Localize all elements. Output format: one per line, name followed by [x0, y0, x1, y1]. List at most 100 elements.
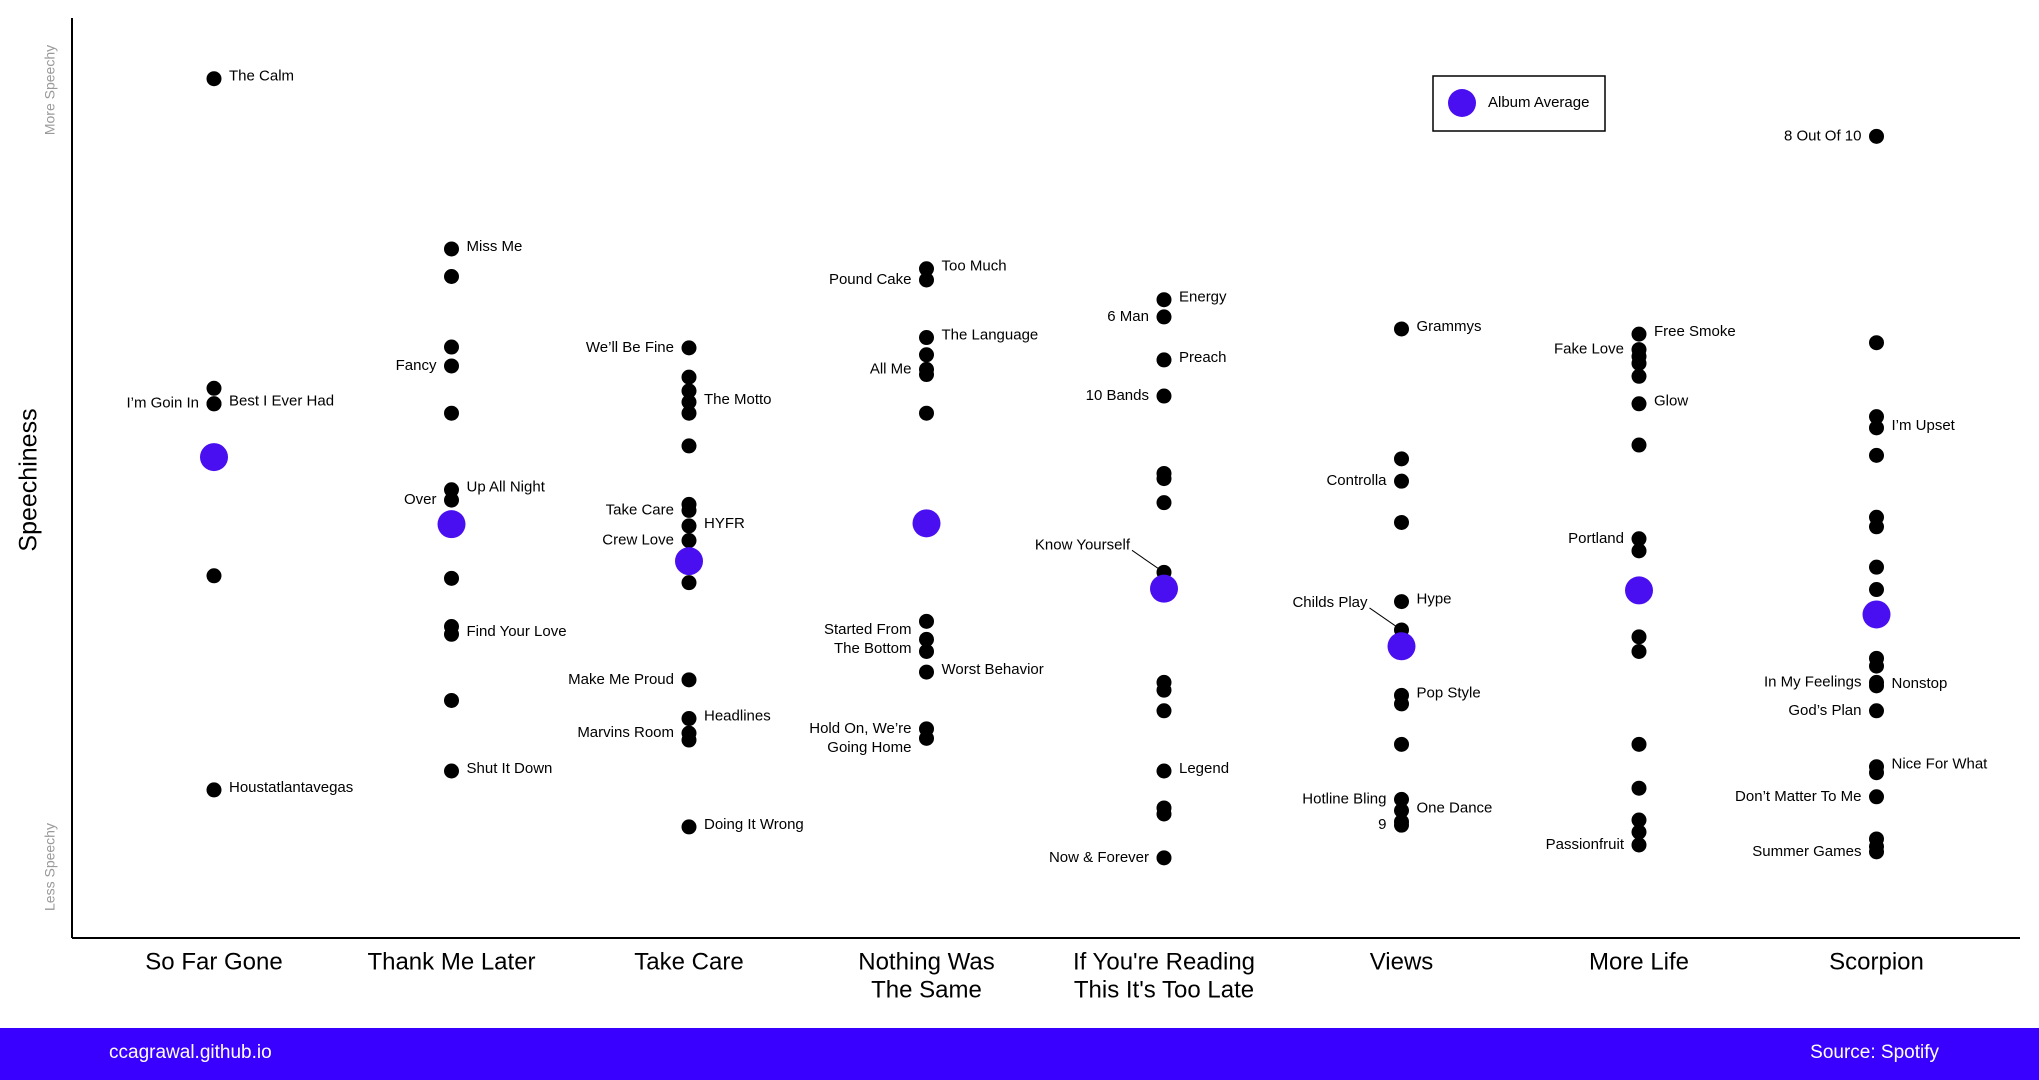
track-point[interactable] [1394, 451, 1409, 467]
track-point[interactable] [681, 672, 697, 688]
track-point[interactable] [919, 272, 934, 288]
track-point[interactable] [1869, 559, 1884, 575]
track-point[interactable] [1869, 335, 1884, 351]
track-point[interactable] [1156, 806, 1172, 822]
track-point[interactable] [681, 575, 697, 591]
track-point[interactable] [1156, 471, 1172, 487]
album-average-point[interactable] [1387, 632, 1416, 661]
track-point[interactable] [444, 241, 459, 257]
album-average-point[interactable] [1625, 576, 1653, 605]
track-point[interactable] [1869, 703, 1884, 719]
track-point[interactable] [1869, 678, 1884, 694]
track-point[interactable] [1394, 514, 1409, 530]
track-point[interactable] [444, 626, 459, 642]
track-point[interactable] [1631, 437, 1647, 453]
track-point[interactable] [1631, 812, 1647, 828]
track-point[interactable] [1869, 409, 1884, 425]
track-point[interactable] [1631, 326, 1647, 342]
track-point[interactable] [1156, 292, 1172, 308]
track-point[interactable] [1631, 824, 1647, 840]
track-point[interactable] [1631, 837, 1647, 853]
track-point[interactable] [1631, 396, 1647, 412]
album-average-point[interactable] [1862, 600, 1891, 629]
album-average-point[interactable] [200, 443, 228, 472]
track-point[interactable] [681, 340, 697, 356]
track-point[interactable] [681, 711, 697, 727]
track-point[interactable] [919, 367, 934, 383]
track-point[interactable] [444, 482, 459, 498]
track-label: Crew Love [602, 531, 674, 548]
track-point[interactable] [1869, 789, 1884, 805]
track-point[interactable] [1869, 420, 1884, 436]
track-point[interactable] [1631, 355, 1647, 371]
track-point[interactable] [1631, 368, 1647, 384]
track-point[interactable] [1394, 736, 1409, 752]
track-point[interactable] [1156, 682, 1172, 698]
track-point[interactable] [681, 405, 697, 421]
track-point[interactable] [919, 347, 934, 363]
track-point[interactable] [444, 570, 459, 586]
track-point[interactable] [1394, 473, 1409, 489]
track-point[interactable] [1156, 850, 1172, 866]
track-point[interactable] [206, 396, 222, 412]
track-point[interactable] [1156, 388, 1172, 404]
album-average-point[interactable] [675, 547, 703, 576]
track-point[interactable] [444, 269, 459, 284]
track-point[interactable] [919, 261, 934, 277]
track-point[interactable] [1631, 780, 1647, 796]
track-point[interactable] [1156, 495, 1172, 511]
track-point[interactable] [681, 502, 697, 518]
track-point[interactable] [1631, 531, 1647, 547]
track-point[interactable] [206, 71, 222, 87]
album-average-point[interactable] [912, 509, 941, 538]
track-point[interactable] [1869, 519, 1884, 535]
track-point[interactable] [444, 763, 459, 779]
track-point[interactable] [919, 664, 934, 680]
track-point[interactable] [919, 613, 934, 629]
track-point[interactable] [919, 730, 934, 746]
track-point[interactable] [444, 358, 459, 374]
track-point[interactable] [1394, 817, 1409, 833]
track-point[interactable] [1394, 321, 1409, 337]
track-point[interactable] [1631, 543, 1647, 559]
track-point[interactable] [919, 330, 934, 346]
track-point[interactable] [681, 369, 697, 385]
track-point[interactable] [1156, 703, 1172, 719]
track-point[interactable] [444, 405, 459, 421]
track-point[interactable] [681, 533, 697, 549]
track-point[interactable] [681, 518, 697, 534]
track-point[interactable] [1156, 309, 1172, 325]
track-point[interactable] [681, 438, 697, 454]
track-point[interactable] [1631, 629, 1647, 645]
track-point[interactable] [1869, 765, 1884, 781]
track-point[interactable] [1869, 658, 1884, 674]
track-point[interactable] [444, 492, 459, 508]
track-point[interactable] [681, 819, 697, 835]
track-point[interactable] [681, 732, 697, 748]
track-point[interactable] [206, 782, 222, 798]
track-point[interactable] [919, 631, 934, 647]
track-point[interactable] [919, 405, 934, 421]
track-point[interactable] [1394, 803, 1409, 819]
track-point[interactable] [1869, 447, 1884, 463]
footer-site-link[interactable]: ccagrawal.github.io [109, 1042, 272, 1063]
track-point[interactable] [1394, 791, 1409, 807]
track-point[interactable] [681, 383, 697, 399]
track-point[interactable] [1869, 128, 1884, 144]
track-point[interactable] [206, 380, 222, 396]
track-point[interactable] [1631, 643, 1647, 659]
track-point[interactable] [1394, 594, 1409, 610]
track-point[interactable] [444, 339, 459, 355]
track-point[interactable] [206, 568, 222, 584]
album-average-point[interactable] [1150, 574, 1178, 603]
track-point[interactable] [1156, 352, 1172, 368]
track-point[interactable] [919, 643, 934, 659]
track-point[interactable] [1631, 736, 1647, 752]
track-point[interactable] [444, 692, 459, 708]
album-average-point[interactable] [437, 510, 466, 539]
track-point[interactable] [1869, 582, 1884, 598]
track-point[interactable] [1156, 763, 1172, 779]
track-point[interactable] [1869, 844, 1884, 860]
track-point[interactable] [1394, 696, 1409, 712]
track-point[interactable] [681, 394, 697, 410]
